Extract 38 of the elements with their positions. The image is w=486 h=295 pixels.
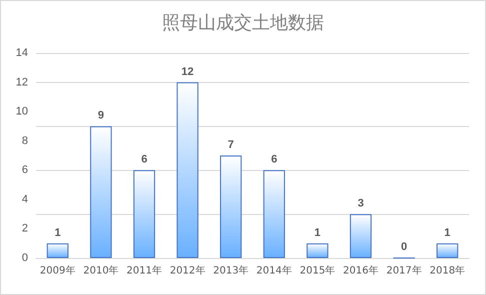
y-tick-label: 4 (22, 193, 28, 206)
y-tick-label: 8 (22, 134, 28, 147)
x-tick-label: 2017年 (386, 264, 422, 276)
data-label: 6 (141, 154, 148, 166)
bar (220, 156, 242, 258)
x-tick-label: 2011年 (126, 264, 162, 276)
y-tick-label: 2 (22, 222, 28, 235)
bar (350, 214, 372, 258)
bar (133, 170, 156, 258)
y-tick-label: 0 (22, 252, 28, 264)
x-tick-label: 2014年 (256, 264, 292, 276)
y-tick-label: 6 (22, 164, 28, 176)
data-label: 0 (400, 241, 408, 253)
x-tick-label: 2009年 (40, 264, 76, 276)
data-label: 1 (444, 226, 450, 239)
y-tick-label: 12 (16, 76, 28, 88)
y-tick-label: 10 (16, 106, 28, 118)
bar (46, 243, 68, 258)
x-tick-label: 2010年 (83, 264, 119, 276)
bar (263, 170, 285, 258)
data-label: 3 (358, 198, 364, 210)
x-tick-label: 2016年 (343, 264, 378, 276)
data-label: 6 (271, 154, 278, 166)
data-label: 1 (314, 226, 321, 239)
x-tick-label: 2012年 (170, 264, 206, 276)
x-tick-label: 2018年 (430, 264, 466, 276)
y-tick-label: 14 (16, 47, 28, 59)
x-tick-label: 2015年 (300, 264, 336, 276)
data-label: 9 (98, 110, 104, 122)
bar (90, 126, 112, 258)
data-label: 7 (228, 139, 234, 151)
data-label: 1 (54, 226, 61, 239)
bar (436, 243, 458, 258)
bar (306, 243, 328, 258)
data-label: 12 (181, 66, 194, 78)
x-tick-label: 2013年 (213, 264, 249, 276)
chart-title: 照母山成交土地数据 (162, 12, 324, 34)
bar (176, 82, 198, 258)
